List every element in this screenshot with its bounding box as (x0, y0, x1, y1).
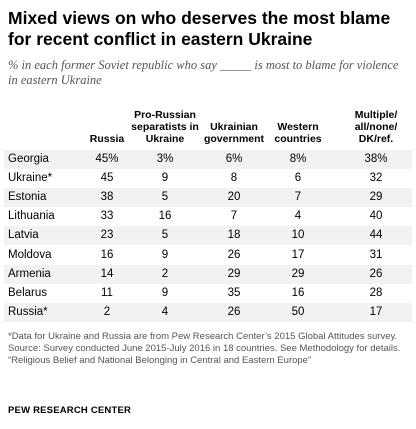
table-cell: 18 (227, 229, 241, 242)
table-cell: 3% (156, 153, 174, 165)
brand-footer: PEW RESEARCH CENTER (8, 405, 132, 416)
table-cell: 17 (369, 305, 383, 318)
table-cell: 8 (230, 172, 238, 185)
note-data-source: *Data for Ukraine and Russia are from Pe… (8, 331, 398, 342)
table-row: Armenia 14 2 29 29 26 (4, 264, 412, 284)
table-cell: 8% (289, 153, 307, 165)
table-cell: 16 (100, 248, 114, 261)
column-header: Multiple/ all/none/ DK/ref. (354, 109, 398, 145)
column-header: Ukrainian government (203, 121, 265, 145)
table-cell: 45 (100, 172, 114, 185)
table-cell: 38% (364, 153, 388, 165)
chart-title: Mixed views on who deserves the most bla… (8, 8, 391, 49)
row-country: Lithuania (8, 210, 55, 223)
table-cell: 11 (101, 286, 113, 299)
table-cell: 29 (291, 267, 305, 280)
column-header: Western countries (274, 121, 322, 145)
table-cell: 17 (291, 248, 305, 261)
table-cell: 20 (227, 191, 241, 204)
notes: *Data for Ukraine and Russia are from Pe… (8, 331, 408, 367)
table-cell: 29 (227, 267, 241, 280)
row-country: Estonia (8, 191, 47, 204)
table-cell: 6% (225, 153, 243, 165)
table-cell: 26 (369, 267, 383, 280)
table-row: Belarus 11 9 35 16 28 (4, 284, 412, 303)
table-cell: 9 (161, 248, 169, 261)
table-cell: 50 (291, 305, 305, 318)
table-cell: 14 (100, 267, 114, 280)
row-country: Armenia (8, 267, 51, 280)
table-cell: 16 (158, 210, 172, 223)
table-cell: 4 (294, 210, 302, 223)
row-country: Latvia (8, 229, 39, 242)
table-cell: 45% (95, 153, 119, 165)
table-cell: 9 (161, 286, 169, 299)
table-row: Latvia 23 5 18 10 44 (4, 226, 412, 246)
table-cell: 9 (161, 172, 169, 185)
table-cell: 5 (161, 229, 169, 242)
table-cell: 31 (369, 248, 383, 261)
table-cell: 32 (369, 172, 383, 185)
table-row: Lithuania 33 16 7 4 40 (4, 207, 412, 226)
row-country: Russia* (8, 305, 48, 318)
table-cell: 16 (291, 286, 305, 299)
table-cell: 29 (369, 191, 383, 204)
table-cell: 2 (161, 267, 169, 280)
chart-subtitle: % in each former Soviet republic who say… (8, 58, 399, 87)
note-report-title: “Religious Belief and National Belonging… (8, 355, 312, 366)
row-country: Georgia (8, 153, 49, 165)
table-cell: 4 (161, 305, 169, 318)
table-row: Ukraine* 45 9 8 6 32 (4, 169, 412, 188)
table-cell: 40 (369, 210, 383, 223)
table-cell: 7 (230, 210, 238, 223)
row-country: Ukraine* (8, 172, 53, 185)
table-cell: 23 (100, 229, 114, 242)
table-row: Russia* 2 4 26 50 17 (4, 302, 412, 322)
row-country: Moldova (8, 248, 52, 261)
table-cell: 38 (100, 191, 114, 204)
column-header: Russia (89, 133, 125, 145)
table-cell: 10 (291, 229, 305, 242)
column-header: Pro-Russian separatists in Ukraine (131, 109, 199, 145)
table-row: Georgia 45% 3% 6% 8% 38% (4, 150, 412, 169)
table-cell: 7 (294, 191, 302, 204)
table-row: Moldova 16 9 26 17 31 (4, 246, 412, 265)
table-cell: 5 (161, 191, 169, 204)
table-cell: 33 (100, 210, 114, 223)
table-cell: 28 (369, 286, 383, 299)
table-cell: 26 (227, 248, 241, 261)
note-survey-source: Source: Survey conducted June 2015-July … (8, 343, 401, 354)
table-cell: 2 (103, 305, 111, 318)
table-row: Estonia 38 5 20 7 29 (4, 188, 412, 208)
table-cell: 35 (227, 286, 241, 299)
table-cell: 44 (369, 229, 383, 242)
row-country: Belarus (8, 286, 47, 299)
table-cell: 6 (294, 172, 302, 185)
table-cell: 26 (227, 305, 241, 318)
